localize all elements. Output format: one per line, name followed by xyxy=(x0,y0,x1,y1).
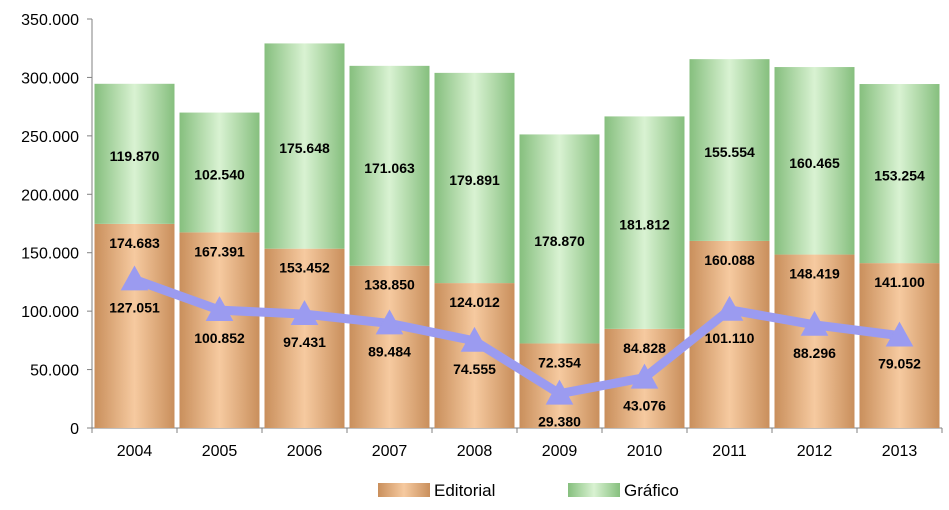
bar-grafico xyxy=(179,112,260,233)
y-tick-label: 300.000 xyxy=(21,70,79,87)
line-point xyxy=(460,326,489,352)
data-label-editorial: 72.354 xyxy=(538,354,581,370)
data-label-line: 29.380 xyxy=(538,414,581,430)
data-label-line: 127.051 xyxy=(109,300,160,316)
line-point xyxy=(800,310,829,336)
data-label-editorial: 167.391 xyxy=(194,243,245,259)
data-label-grafico: 153.254 xyxy=(874,168,925,184)
line-point xyxy=(375,309,404,335)
y-tick-label: 200.000 xyxy=(21,187,79,204)
x-tick-label: 2006 xyxy=(287,443,323,460)
x-tick-label: 2007 xyxy=(372,443,408,460)
data-label-editorial: 153.452 xyxy=(279,260,330,276)
bar-grafico xyxy=(349,65,430,266)
line-point xyxy=(715,295,744,321)
data-label-line: 97.431 xyxy=(283,334,326,350)
x-tick-label: 2013 xyxy=(882,443,918,460)
data-label-editorial: 141.100 xyxy=(874,274,925,290)
data-label-line: 79.052 xyxy=(878,356,921,372)
y-tick-label: 350.000 xyxy=(21,12,79,29)
data-label-grafico: 160.465 xyxy=(789,155,840,171)
bar-editorial xyxy=(264,248,345,428)
x-tick-label: 2008 xyxy=(457,443,493,460)
bar-grafico xyxy=(264,43,345,249)
data-label-grafico: 102.540 xyxy=(194,166,245,182)
bars-layer xyxy=(94,43,940,428)
data-label-line: 88.296 xyxy=(793,345,836,361)
data-label-grafico: 119.870 xyxy=(110,148,160,164)
bar-grafico xyxy=(434,72,515,284)
bar-grafico xyxy=(859,84,940,264)
bar-grafico xyxy=(604,116,685,329)
line-point xyxy=(545,379,574,405)
data-label-grafico: 181.812 xyxy=(619,217,670,233)
line-point xyxy=(885,321,914,347)
x-tick-label: 2005 xyxy=(202,443,238,460)
x-tick-label: 2009 xyxy=(542,443,578,460)
line-point xyxy=(120,265,149,291)
y-tick-label: 0 xyxy=(70,421,79,438)
labels-layer: 174.683 119.870 167.391 102.540 153.452 175.6… xyxy=(109,140,925,430)
x-tick-label: 2011 xyxy=(712,443,747,460)
line-series xyxy=(130,275,904,399)
data-label-editorial: 84.828 xyxy=(623,340,666,356)
data-label-grafico: 155.554 xyxy=(704,144,755,160)
data-label-grafico: 171.063 xyxy=(364,160,415,176)
line-point xyxy=(630,363,659,389)
bar-editorial xyxy=(94,223,175,428)
data-label-editorial: 174.683 xyxy=(109,235,160,251)
bar-grafico xyxy=(689,59,770,241)
bar-grafico xyxy=(774,67,855,255)
line-layer xyxy=(120,265,914,405)
data-label-line: 74.555 xyxy=(453,361,496,377)
data-label-grafico: 178.870 xyxy=(534,233,585,249)
data-label-grafico: 179.891 xyxy=(449,172,500,188)
x-tick-label: 2004 xyxy=(117,443,153,460)
y-tick-label: 150.000 xyxy=(21,246,79,263)
data-label-line: 100.852 xyxy=(194,330,245,346)
bar-editorial xyxy=(349,265,430,428)
legend: Editorial Gráfico xyxy=(378,481,679,500)
y-tick-label: 100.000 xyxy=(21,304,79,321)
bar-editorial xyxy=(179,232,260,428)
data-label-editorial: 138.850 xyxy=(364,277,415,293)
line-point xyxy=(290,300,319,326)
data-label-editorial: 160.088 xyxy=(704,252,755,268)
data-label-grafico: 175.648 xyxy=(279,140,330,156)
legend-swatch-grafico xyxy=(568,483,620,497)
x-tick-label: 2012 xyxy=(797,443,833,460)
legend-label-editorial: Editorial xyxy=(434,481,495,500)
data-label-line: 101.110 xyxy=(705,330,755,346)
data-label-line: 89.484 xyxy=(368,343,411,359)
bar-grafico xyxy=(94,83,175,224)
bar-grafico xyxy=(519,134,600,344)
y-tick-label: 50.000 xyxy=(30,363,79,380)
data-label-editorial: 148.419 xyxy=(789,266,840,282)
x-tick-label: 2010 xyxy=(627,443,663,460)
data-label-editorial: 124.012 xyxy=(449,294,500,310)
legend-swatch-editorial xyxy=(378,483,430,497)
line-point xyxy=(205,296,234,322)
legend-label-grafico: Gráfico xyxy=(624,481,679,500)
bar-editorial xyxy=(774,254,855,428)
data-label-line: 43.076 xyxy=(623,398,666,414)
y-tick-label: 250.000 xyxy=(21,129,79,146)
